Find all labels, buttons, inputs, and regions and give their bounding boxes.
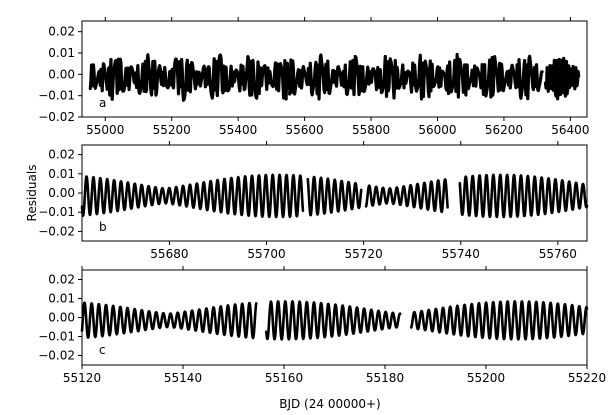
y-tick-label: 0.00 [48,186,75,200]
light-curve-series-segment [288,52,544,101]
light-curve-series-segment [80,173,305,219]
y-tick-label: −0.01 [38,330,75,344]
x-tick-label: 55800 [352,123,390,137]
x-tick-label: 55400 [219,123,257,137]
x-tick-label: 55120 [63,371,101,385]
y-tick-label: 0.01 [48,167,75,181]
x-tick-label: 56400 [551,123,589,137]
panel-c: 55120 55140 55160 55180 55200 55220 −0.02 −0.01… [38,266,606,385]
y-tick-label: −0.02 [38,110,75,124]
y-axis-label: Residuals [25,165,39,222]
panels-group: 55000 55200 55400 55600 55800 56000 56200 56400… [38,17,606,385]
light-curve-series-segment [364,178,449,214]
y-tick-label: −0.02 [38,349,75,363]
y-tick-label: −0.02 [38,224,75,238]
panel-letter-label: b [99,220,107,234]
x-tick-label: 55000 [86,123,124,137]
x-tick-label: 56000 [418,123,456,137]
y-tick-label: −0.01 [38,205,75,219]
light-curve-series-segment [88,53,290,102]
y-tick-label: 0.00 [48,67,75,81]
y-tick-label: 0.00 [48,311,75,325]
x-tick-label: 55160 [265,371,303,385]
x-tick-label: 55200 [153,123,191,137]
x-tick-label: 55720 [345,247,383,261]
y-tick-label: 0.02 [48,148,75,162]
plot-frame [81,20,588,118]
panel-b: 55680 55700 55720 55740 55760 −0.02 −0.01 0.00 0… [38,141,589,261]
light-curve-series-segment [306,175,363,217]
x-tick-label: 55740 [442,247,480,261]
y-tick-label: 0.01 [48,292,75,306]
x-tick-label: 55680 [150,247,188,261]
x-tick-label: 55200 [467,371,505,385]
light-curve-series-segment [80,301,258,340]
x-tick-label: 56200 [485,123,523,137]
light-curve-series-segment [458,173,589,219]
x-tick-label: 55700 [247,247,285,261]
light-curve-series-segment [409,300,589,341]
y-tick-label: 0.02 [48,25,75,39]
light-curve-series-segment [265,300,402,341]
x-tick-label: 55600 [286,123,324,137]
panel-letter-label: c [99,343,106,357]
panel-letter-label: a [99,96,106,110]
x-tick-label: 55760 [539,247,577,261]
y-tick-label: −0.01 [38,89,75,103]
x-tick-label: 55180 [366,371,404,385]
y-tick-label: 0.02 [48,273,75,287]
x-axis-label: BJD (24 00000+) [279,397,381,411]
y-tick-label: 0.01 [48,46,75,60]
x-tick-label: 55220 [568,371,606,385]
panel-a: 55000 55200 55400 55600 55800 56000 56200 56400… [38,17,589,137]
x-tick-label: 55140 [164,371,202,385]
light-curve-series-segment [543,56,581,101]
